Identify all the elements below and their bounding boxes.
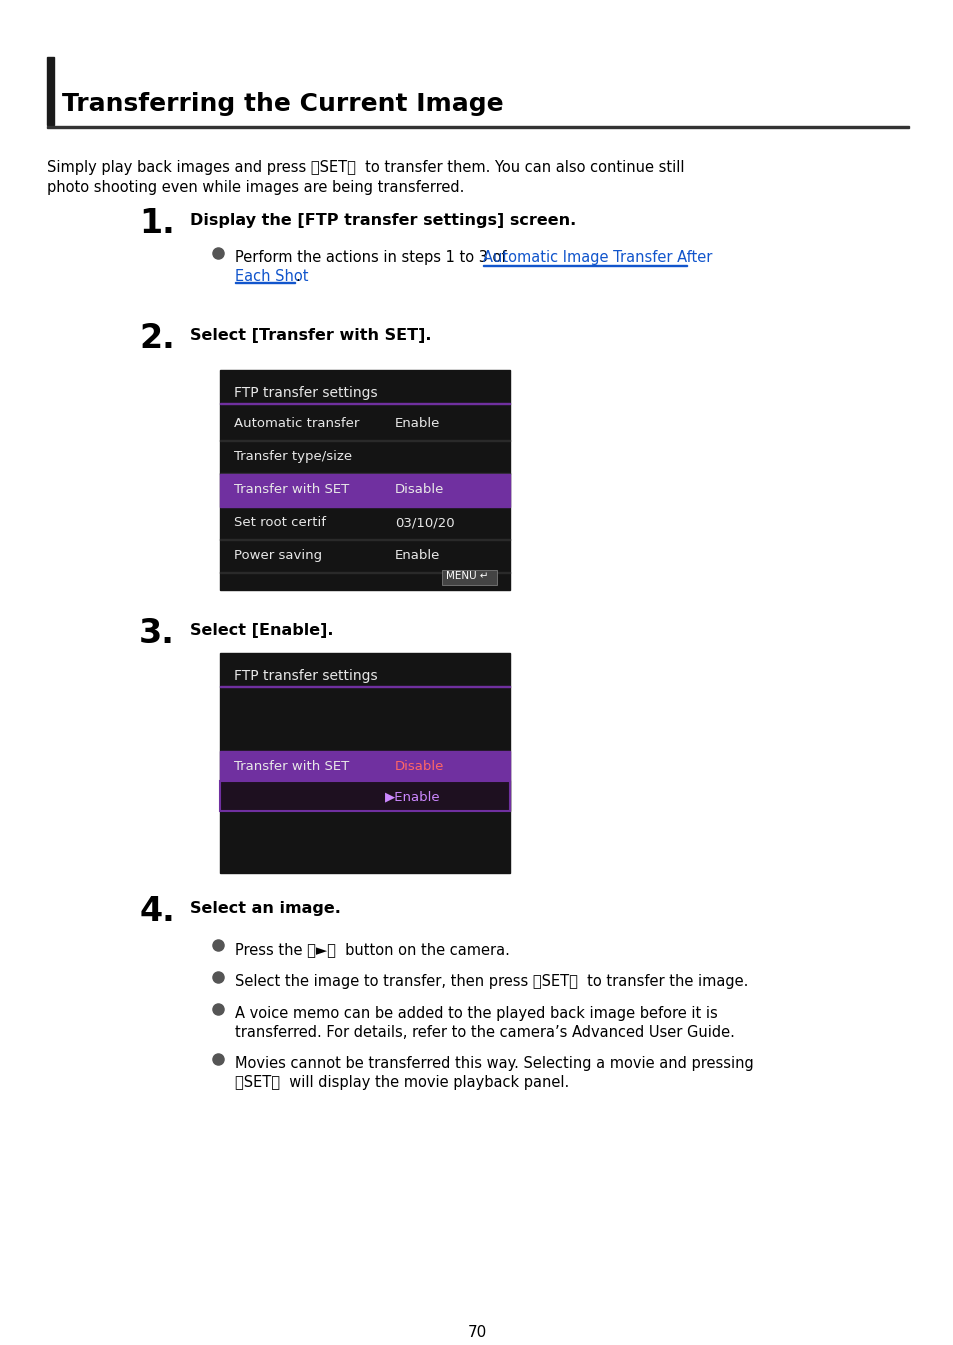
- Text: Automatic transfer: Automatic transfer: [233, 417, 359, 430]
- Text: Select [Transfer with SET].: Select [Transfer with SET].: [190, 328, 431, 343]
- Text: 4.: 4.: [139, 894, 174, 928]
- Bar: [220, 781, 510, 811]
- Text: Transferring the Current Image: Transferring the Current Image: [62, 91, 503, 116]
- Text: Enable: Enable: [395, 417, 440, 430]
- Text: 1.: 1.: [139, 207, 174, 239]
- Text: 3.: 3.: [139, 617, 174, 650]
- Text: Simply play back images and press 〈SET〉  to transfer them. You can also continue: Simply play back images and press 〈SET〉 …: [47, 160, 684, 175]
- Text: photo shooting even while images are being transferred.: photo shooting even while images are bei…: [47, 180, 464, 195]
- Text: Enable: Enable: [395, 549, 440, 562]
- Text: Set root certif: Set root certif: [233, 516, 326, 529]
- Text: Each Shot: Each Shot: [234, 269, 308, 284]
- Text: A voice memo can be added to the played back image before it is: A voice memo can be added to the played …: [234, 1006, 717, 1021]
- Bar: [220, 654, 510, 873]
- Text: FTP transfer settings: FTP transfer settings: [233, 386, 377, 399]
- Text: Display the [FTP transfer settings] screen.: Display the [FTP transfer settings] scre…: [190, 213, 576, 229]
- Text: Select [Enable].: Select [Enable].: [190, 623, 334, 638]
- Text: Transfer type/size: Transfer type/size: [233, 451, 352, 463]
- Bar: [220, 370, 510, 590]
- Text: Select an image.: Select an image.: [190, 901, 340, 916]
- Bar: [220, 473, 510, 507]
- Text: MENU ↵: MENU ↵: [446, 572, 488, 581]
- Text: Press the 〈►〉  button on the camera.: Press the 〈►〉 button on the camera.: [234, 941, 509, 958]
- Text: ▶Enable: ▶Enable: [385, 790, 440, 803]
- Text: Power saving: Power saving: [233, 549, 322, 562]
- Text: Transfer with SET: Transfer with SET: [233, 483, 349, 496]
- Bar: [47, 125, 908, 128]
- Text: Automatic Image Transfer After: Automatic Image Transfer After: [482, 250, 712, 265]
- Text: 03/10/20: 03/10/20: [395, 516, 455, 529]
- Bar: [220, 402, 510, 404]
- Text: 2.: 2.: [139, 321, 174, 355]
- Text: Perform the actions in steps 1 to 3 of: Perform the actions in steps 1 to 3 of: [234, 250, 511, 265]
- Bar: [220, 781, 510, 811]
- Text: 〈SET〉  will display the movie playback panel.: 〈SET〉 will display the movie playback pa…: [234, 1075, 569, 1089]
- Text: Movies cannot be transferred this way. Selecting a movie and pressing: Movies cannot be transferred this way. S…: [234, 1056, 753, 1071]
- Text: .: .: [294, 269, 299, 284]
- Text: Transfer with SET: Transfer with SET: [233, 760, 349, 773]
- Text: 70: 70: [467, 1325, 486, 1340]
- Text: transferred. For details, refer to the camera’s Advanced User Guide.: transferred. For details, refer to the c…: [234, 1025, 734, 1040]
- Text: Select the image to transfer, then press 〈SET〉  to transfer the image.: Select the image to transfer, then press…: [234, 974, 747, 989]
- Bar: [220, 686, 510, 687]
- Bar: [220, 751, 510, 781]
- Text: FTP transfer settings: FTP transfer settings: [233, 668, 377, 683]
- Bar: [47, 56, 54, 125]
- Text: Disable: Disable: [395, 483, 444, 496]
- Text: Disable: Disable: [395, 760, 444, 773]
- Bar: [441, 570, 497, 585]
